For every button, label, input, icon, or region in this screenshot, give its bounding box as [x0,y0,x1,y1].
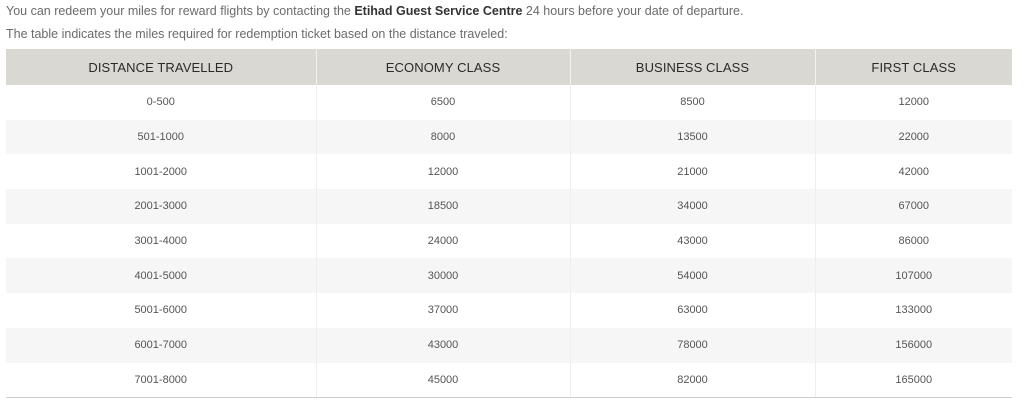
cell-distance: 4001-5000 [6,258,317,294]
header-distance-travelled: DISTANCE TRAVELLED [6,49,317,85]
table-row: 4001-5000 30000 54000 107000 [6,258,1012,294]
intro-line-2: The table indicates the miles required f… [6,27,508,41]
table-row: 501-1000 8000 13500 22000 [6,119,1012,155]
cell-economy: 8000 [316,119,571,155]
cell-economy: 12000 [316,154,571,190]
cell-economy: 43000 [316,327,571,363]
intro-text-after: 24 hours before your date of departure. [522,4,744,18]
cell-economy: 45000 [316,362,571,398]
cell-economy: 18500 [316,189,571,224]
table-row: 0-500 6500 8500 12000 [6,85,1012,120]
cell-economy: 37000 [316,293,571,328]
cell-business: 82000 [570,362,816,398]
cell-business: 54000 [570,258,816,294]
cell-first: 67000 [815,189,1012,224]
table-row: 6001-7000 43000 78000 156000 [6,327,1012,363]
intro-line-1: You can redeem your miles for reward fli… [6,4,743,18]
cell-first: 133000 [815,293,1012,328]
cell-economy: 24000 [316,223,571,259]
cell-first: 156000 [815,327,1012,363]
table-row: 1001-2000 12000 21000 42000 [6,154,1012,190]
cell-business: 78000 [570,327,816,363]
table-row: 5001-6000 37000 63000 133000 [6,293,1012,328]
cell-first: 165000 [815,362,1012,398]
cell-first: 12000 [815,85,1012,120]
cell-distance: 6001-7000 [6,327,317,363]
cell-business: 63000 [570,293,816,328]
header-business-class: BUSINESS CLASS [570,49,816,85]
cell-first: 22000 [815,119,1012,155]
header-economy-class: ECONOMY CLASS [316,49,571,85]
cell-first: 42000 [815,154,1012,190]
table-row: 7001-8000 45000 82000 165000 [6,362,1012,398]
cell-distance: 2001-3000 [6,189,317,224]
cell-distance: 1001-2000 [6,154,317,190]
header-first-class: FIRST CLASS [815,49,1012,85]
cell-business: 43000 [570,223,816,259]
miles-redemption-table: DISTANCE TRAVELLED ECONOMY CLASS BUSINES… [6,49,1012,398]
cell-first: 107000 [815,258,1012,294]
table-row: 3001-4000 24000 43000 86000 [6,223,1012,259]
cell-distance: 3001-4000 [6,223,317,259]
cell-distance: 0-500 [6,85,317,120]
table-row: 2001-3000 18500 34000 67000 [6,189,1012,224]
cell-business: 8500 [570,85,816,120]
cell-economy: 30000 [316,258,571,294]
cell-business: 34000 [570,189,816,224]
intro-text-before: You can redeem your miles for reward fli… [6,4,355,18]
service-centre-name: Etihad Guest Service Centre [354,4,523,18]
cell-distance: 7001-8000 [6,362,317,398]
cell-business: 13500 [570,119,816,155]
cell-economy: 6500 [316,85,571,120]
cell-distance: 501-1000 [6,119,317,155]
cell-first: 86000 [815,223,1012,259]
table-header-row: DISTANCE TRAVELLED ECONOMY CLASS BUSINES… [6,49,1012,85]
cell-distance: 5001-6000 [6,293,317,328]
cell-business: 21000 [570,154,816,190]
